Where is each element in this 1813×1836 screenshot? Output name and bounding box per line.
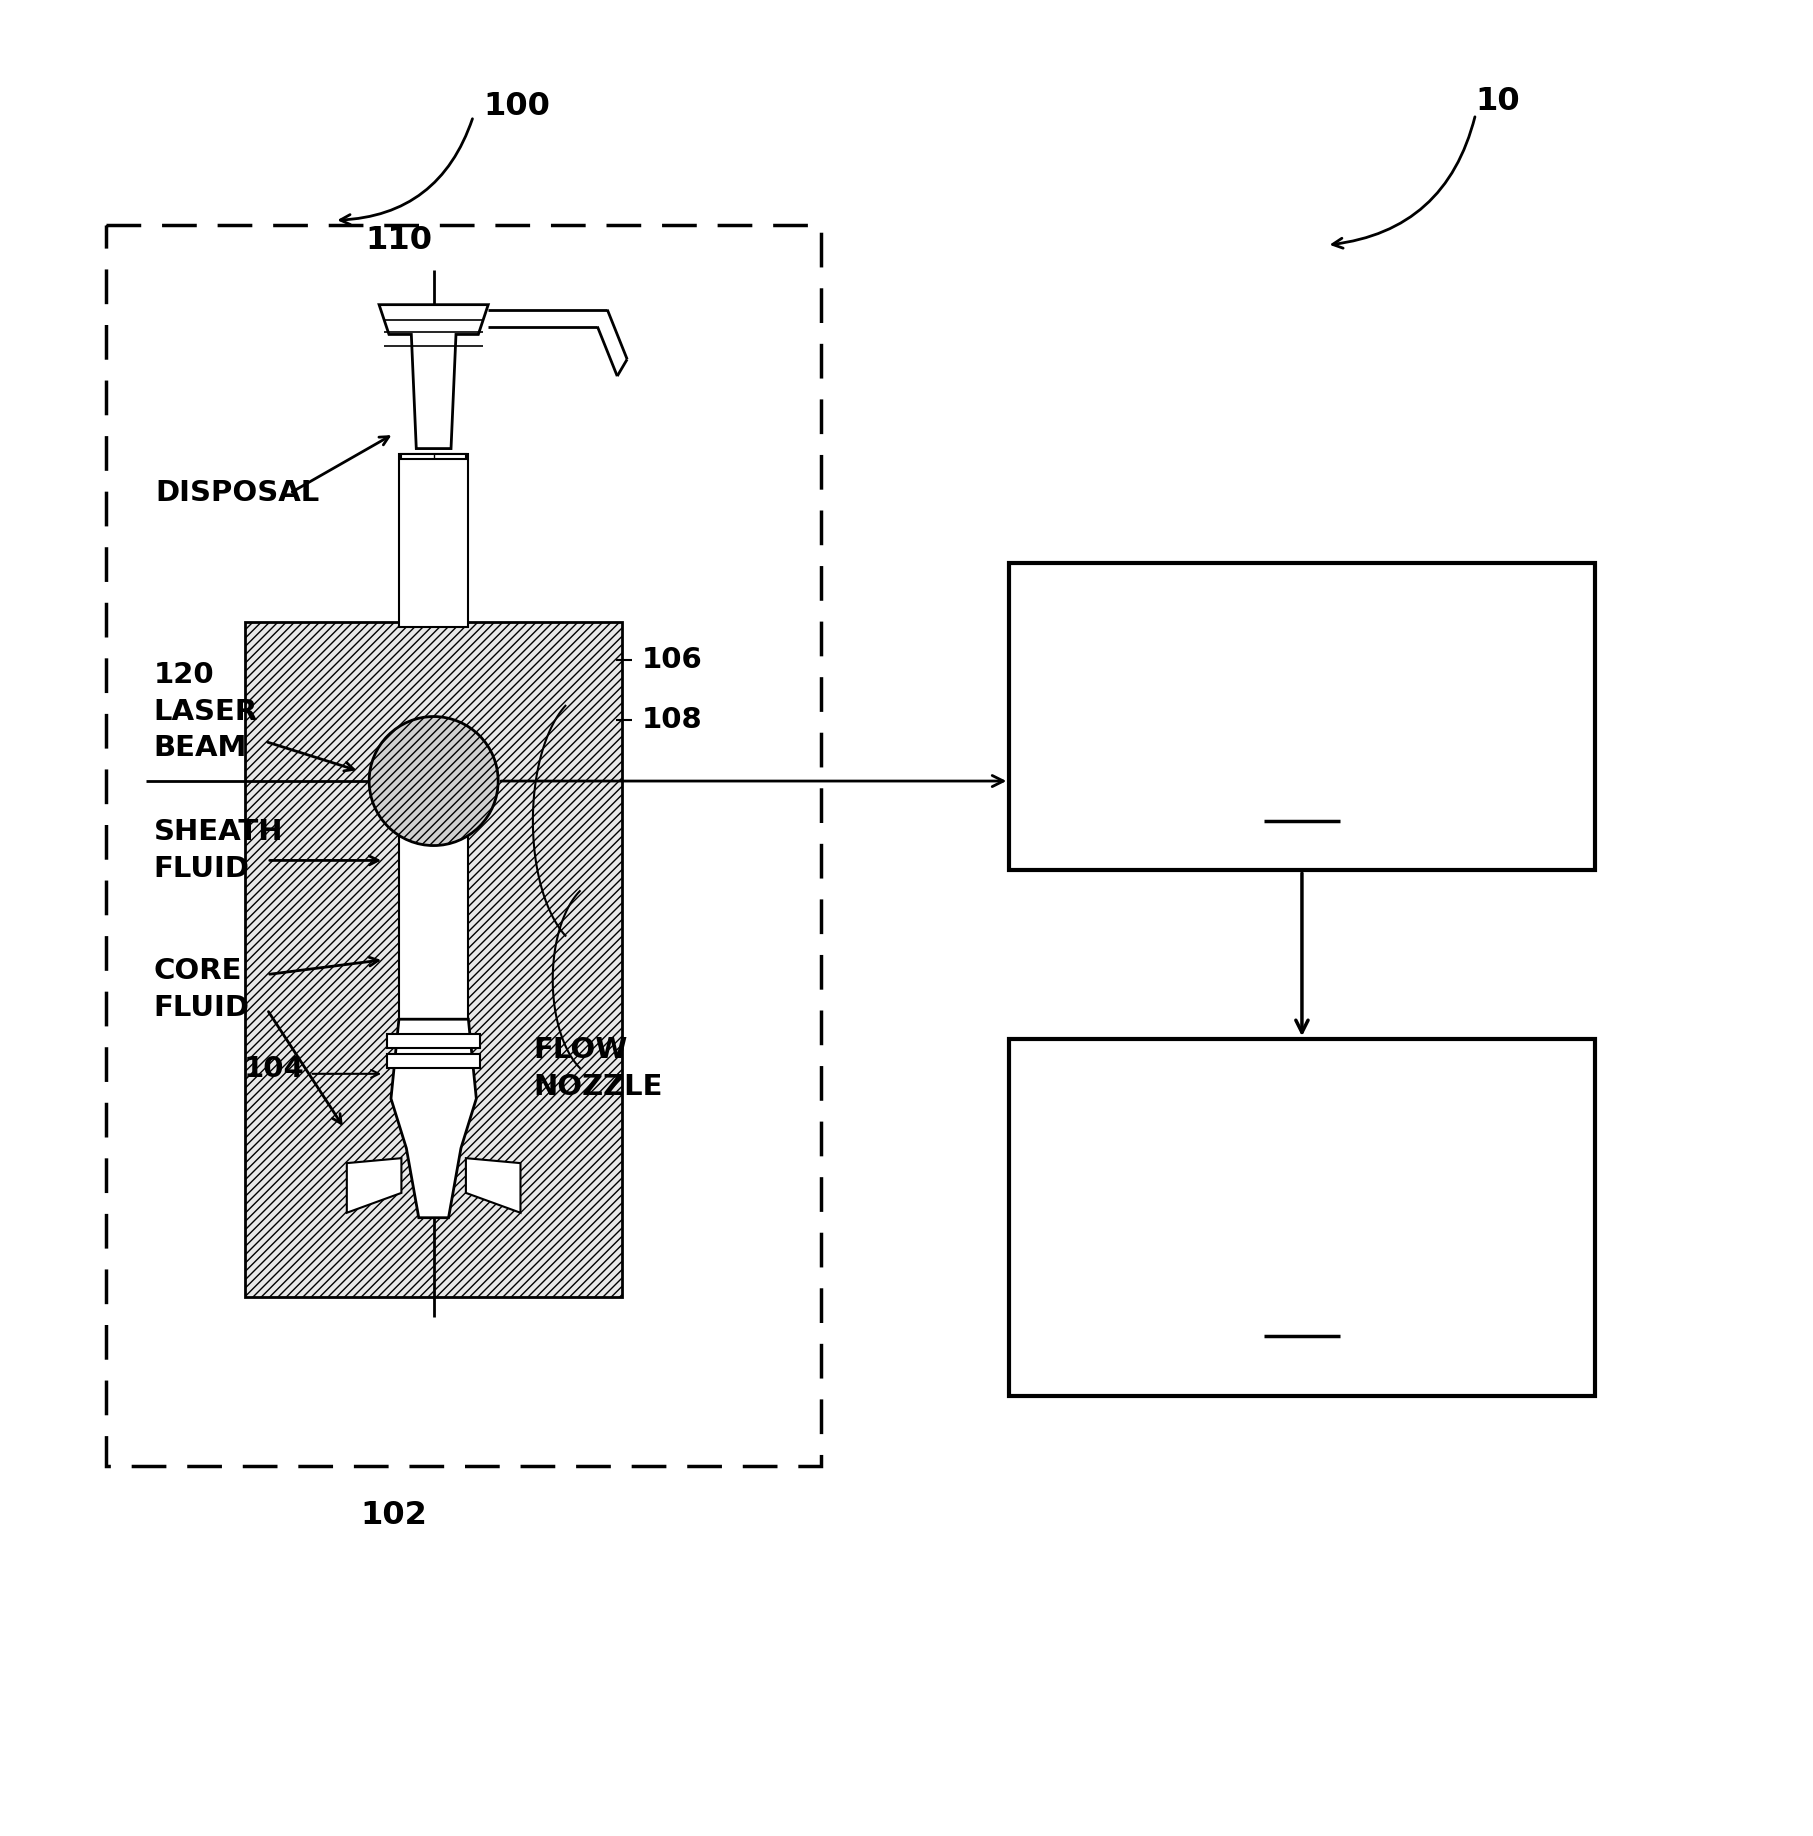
Text: COHERENCE
DISTRIBUTION
IMAGING
ANALYZER: COHERENCE DISTRIBUTION IMAGING ANALYZER (1184, 1105, 1420, 1258)
Bar (1010, 562, 1595, 870)
Bar (107, 226, 821, 1465)
Text: 108: 108 (642, 705, 703, 734)
Text: DISPOSAL: DISPOSAL (156, 479, 321, 507)
Bar (1010, 1039, 1595, 1397)
Text: FLOW
NOZZLE: FLOW NOZZLE (533, 1037, 662, 1102)
Bar (386, 1054, 480, 1069)
Text: 120
LASER
BEAM: 120 LASER BEAM (154, 661, 257, 762)
Bar (401, 453, 466, 459)
Text: COHERENCE
DISTRIBUTION
DETECTOR: COHERENCE DISTRIBUTION DETECTOR (1184, 630, 1420, 742)
Bar (245, 622, 622, 1296)
Polygon shape (466, 1159, 520, 1214)
Text: 102: 102 (361, 1500, 428, 1531)
Text: 110: 110 (366, 224, 433, 255)
Text: CORE
FLUID: CORE FLUID (154, 957, 250, 1023)
Bar (399, 453, 468, 628)
Bar (399, 821, 468, 1019)
Text: 140: 140 (1271, 1304, 1334, 1333)
Polygon shape (392, 1019, 477, 1217)
Bar (386, 1034, 480, 1048)
Polygon shape (379, 305, 488, 448)
Text: SHEATH
FLUID: SHEATH FLUID (154, 819, 283, 883)
Text: 104: 104 (245, 1056, 305, 1083)
Text: 130: 130 (1271, 788, 1334, 817)
Text: 10: 10 (1476, 86, 1521, 118)
Polygon shape (346, 1159, 401, 1214)
Circle shape (370, 716, 499, 846)
Text: 100: 100 (484, 90, 549, 121)
Text: 106: 106 (642, 646, 703, 674)
